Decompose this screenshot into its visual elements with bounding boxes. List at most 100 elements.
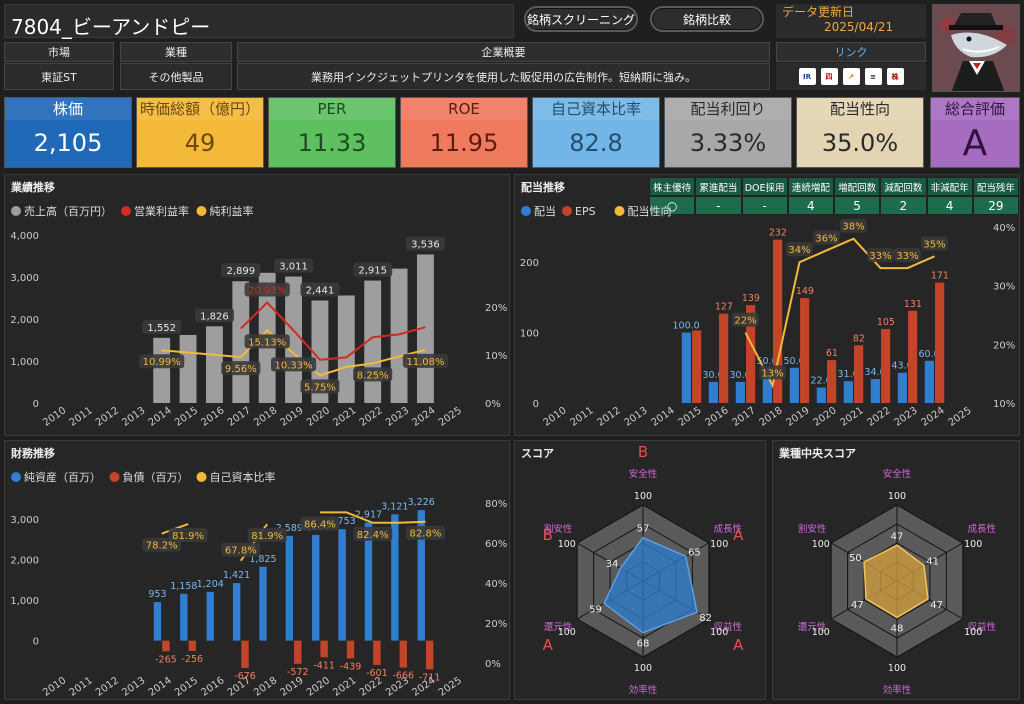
net-assets-data-label: 1,421 bbox=[223, 570, 250, 581]
margin-data-label: 5.75% bbox=[304, 382, 336, 393]
shikiho-icon[interactable]: 四 bbox=[820, 68, 838, 85]
dividend-data-label: 100.0 bbox=[672, 321, 699, 332]
kpi-card: ROE 11.95 bbox=[400, 97, 528, 168]
stock-compare-button[interactable]: 銘柄比較 bbox=[650, 6, 764, 32]
net-assets-bar bbox=[259, 566, 267, 641]
margin-data-label: 11.08% bbox=[406, 357, 444, 368]
net-assets-bar bbox=[180, 593, 188, 641]
kpi-value: 35.0% bbox=[821, 129, 899, 157]
eps-data-label: 127 bbox=[715, 302, 733, 313]
eps-bar bbox=[773, 239, 783, 403]
legend-marker bbox=[196, 206, 207, 216]
net-assets-data-label: 953 bbox=[148, 589, 166, 600]
dividend-bar bbox=[708, 381, 718, 403]
x-tick-label: 2013 bbox=[120, 405, 147, 429]
market-header: 市場 bbox=[4, 42, 114, 62]
x-tick-label: 2019 bbox=[784, 405, 811, 429]
performance-title: 業績推移 bbox=[11, 181, 55, 194]
industry-value: その他製品 bbox=[120, 63, 232, 90]
x-tick-label: 2014 bbox=[147, 675, 174, 699]
legend-marker bbox=[11, 206, 21, 216]
eps-bar bbox=[881, 329, 891, 403]
yahoo-icon[interactable]: 株 bbox=[886, 68, 904, 85]
x-tick-label: 2012 bbox=[94, 405, 121, 429]
dividend-data-label: 30.0 bbox=[703, 370, 724, 381]
radar-value-label: 47 bbox=[851, 600, 864, 611]
revenue-data-label: 2,441 bbox=[306, 285, 335, 296]
finance-title: 財務推移 bbox=[11, 447, 55, 460]
x-tick-label: 2019 bbox=[279, 405, 306, 429]
x-tick-label: 2020 bbox=[305, 405, 332, 429]
radar-grade-label: B bbox=[543, 526, 553, 544]
payout-ratio-label: 36% bbox=[815, 233, 837, 244]
dividend-bar bbox=[681, 332, 691, 403]
x-tick-label: 2017 bbox=[730, 405, 757, 429]
revenue-bar bbox=[205, 326, 223, 403]
radar-axis-label: 割安性 bbox=[544, 523, 573, 535]
update-label: データ更新日 bbox=[782, 5, 855, 19]
radar-max-label: 100 bbox=[710, 627, 728, 638]
legend-marker bbox=[614, 206, 625, 216]
margin-data-label: 8.25% bbox=[357, 370, 389, 381]
radar-value-area bbox=[603, 536, 698, 634]
radar-max-label: 100 bbox=[964, 539, 982, 550]
dividend-panel: 配当推移 株主優待 ○ 累進配当 - DOE採用 - 連続増配 4 増配回数 5 減配回数 2 非減配年… bbox=[514, 174, 1020, 436]
score-radar-chart: 576582685934安全性100B成長性100A収益性100A効率性100A… bbox=[543, 443, 745, 696]
dividend-stat-value: - bbox=[695, 196, 742, 215]
margin-data-label-bg bbox=[353, 367, 393, 382]
margin-data-label-bg bbox=[221, 361, 261, 376]
liabilities-bar bbox=[294, 640, 302, 664]
dividend-data-label: 30.0 bbox=[730, 370, 751, 381]
industry-radar-chart: 474147484750安全性100成長性100収益性100効率性100還元性1… bbox=[798, 468, 997, 696]
radar-value-label: 68 bbox=[637, 639, 650, 650]
dividend-stat-header: DOE採用 bbox=[741, 177, 788, 196]
irbank-icon[interactable]: IR bbox=[798, 68, 816, 85]
revenue-data-label: 2,899 bbox=[226, 266, 255, 277]
x-tick-label: 2014 bbox=[147, 405, 174, 429]
legend-label: 配当 bbox=[534, 204, 556, 218]
liabilities-bar bbox=[188, 640, 196, 651]
kpi-label: 配当利回り bbox=[665, 98, 791, 120]
dividend-data-label: 50.0 bbox=[784, 356, 805, 367]
equity-ratio-label: 81.9% bbox=[251, 531, 283, 542]
x-tick-label: 2017 bbox=[226, 405, 253, 429]
radar-axis-label: 成長性 bbox=[714, 523, 743, 535]
net-assets-bar bbox=[285, 535, 294, 641]
kabutan-icon[interactable]: ↗ bbox=[842, 68, 860, 85]
margin-data-label-bg bbox=[244, 334, 290, 349]
stock-screening-button[interactable]: 銘柄スクリーニング bbox=[524, 6, 638, 32]
payout-ratio-label: 38% bbox=[842, 222, 864, 233]
dividend-stat-header: 減配回数 bbox=[880, 177, 927, 196]
liabilities-data-label: -439 bbox=[340, 661, 362, 672]
eps-bar bbox=[935, 282, 945, 403]
y2-tick-label: 10% bbox=[485, 351, 507, 362]
radar-axis-label: 還元性 bbox=[544, 621, 573, 633]
radar-axis-label: 効率性 bbox=[629, 684, 658, 696]
minkabu-icon[interactable]: ≡ bbox=[864, 68, 882, 85]
payout-ratio-label-bg bbox=[840, 218, 867, 233]
dividend-bar bbox=[789, 367, 799, 403]
radar-max-label: 100 bbox=[710, 539, 728, 550]
x-tick-label: 2018 bbox=[252, 675, 279, 699]
radar-max-label: 100 bbox=[812, 539, 830, 550]
kpi-card: 配当利回り 3.33% bbox=[664, 97, 792, 168]
radar-max-label: 100 bbox=[964, 627, 982, 638]
x-tick-label: 2013 bbox=[622, 405, 649, 429]
x-tick-label: 2011 bbox=[568, 405, 595, 429]
net-assets-data-label: 1,204 bbox=[197, 579, 224, 590]
dividend-stat-value: 4 bbox=[787, 196, 834, 215]
equity-ratio-line bbox=[319, 511, 426, 524]
radar-axis-label: 割安性 bbox=[798, 523, 827, 535]
margin-data-label-bg bbox=[139, 354, 185, 369]
radar-value-label: 41 bbox=[926, 556, 939, 567]
x-tick-label: 2015 bbox=[173, 405, 200, 429]
radar-value-label: 59 bbox=[589, 604, 602, 615]
radar-grade-label: A bbox=[733, 636, 744, 654]
x-tick-label: 2025 bbox=[946, 405, 973, 429]
net-assets-data-label: 3,121 bbox=[381, 501, 408, 512]
x-tick-label: 2015 bbox=[676, 405, 703, 429]
margin-data-label-bg bbox=[402, 353, 449, 368]
margin-data-label: 10.99% bbox=[143, 357, 181, 368]
y2-tick-label: 0% bbox=[485, 399, 501, 410]
radar-max-label: 100 bbox=[558, 627, 576, 638]
